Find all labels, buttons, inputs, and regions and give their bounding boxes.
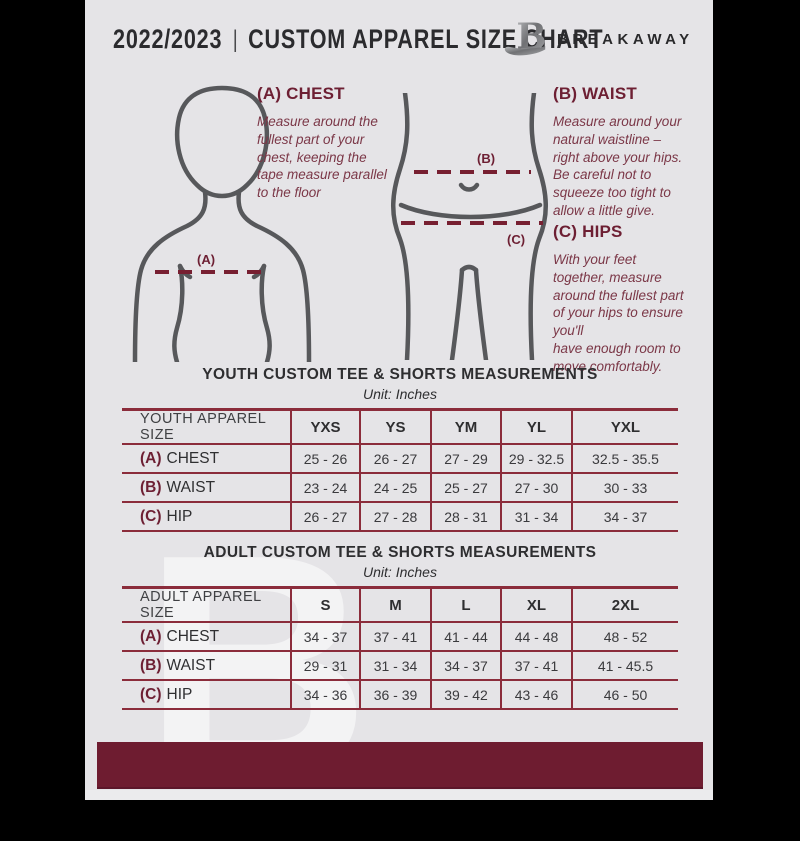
value-cell: 24 - 25 — [359, 473, 431, 503]
value-cell: 36 - 39 — [359, 680, 431, 709]
row-label: (A) CHEST — [122, 622, 291, 652]
size-col-header: YXS — [290, 409, 360, 445]
value-cell: 28 - 31 — [430, 502, 501, 531]
value-cell: 46 - 50 — [571, 680, 678, 709]
chest-instruction-heading: (A) CHEST — [257, 84, 345, 103]
value-cell: 30 - 33 — [571, 473, 678, 503]
youth-section: YOUTH CUSTOM TEE & SHORTS MEASUREMENTS U… — [122, 366, 678, 532]
value-cell: 25 - 27 — [430, 473, 501, 503]
value-cell: 23 - 24 — [290, 473, 360, 503]
size-col-header: XL — [500, 587, 572, 623]
value-cell: 34 - 37 — [430, 651, 501, 681]
value-cell: 27 - 30 — [500, 473, 572, 503]
chest-instruction: (A) CHEST Measure around the fullest par… — [257, 84, 415, 202]
hips-instruction-heading: (C) HIPS — [553, 222, 623, 241]
value-cell: 39 - 42 — [430, 680, 501, 709]
lower-body-outline-icon — [391, 93, 548, 360]
youth-waist-row: (B) WAIST 23 - 24 24 - 25 25 - 27 27 - 30… — [122, 473, 678, 503]
size-col-header: 2XL — [571, 587, 678, 623]
waist-instruction: (B) WAIST Measure around your natural wa… — [553, 84, 708, 220]
adult-chest-row: (A) CHEST 34 - 37 37 - 41 41 - 44 44 - 48… — [122, 622, 678, 652]
youth-unit-label: Unit: Inches — [363, 386, 437, 402]
size-col-header: YXL — [571, 409, 678, 445]
value-cell: 32.5 - 35.5 — [571, 444, 678, 474]
breakaway-logo-icon: B — [502, 16, 550, 60]
size-col-header: YL — [500, 409, 572, 445]
value-cell: 29 - 31 — [290, 651, 360, 681]
youth-header-row: YOUTH APPAREL SIZE YXS YS YM YL YXL — [122, 409, 678, 445]
value-cell: 34 - 36 — [290, 680, 360, 709]
header-divider: | — [232, 26, 238, 53]
footer-bar — [97, 742, 703, 789]
page-title: CUSTOM APPAREL SIZE CHART — [248, 24, 604, 54]
adult-section-title: ADULT CUSTOM TEE & SHORTS MEASUREMENTS — [203, 544, 597, 561]
size-col-header: YS — [359, 409, 431, 445]
youth-hip-row: (C) HIP 26 - 27 27 - 28 28 - 31 31 - 34 3… — [122, 502, 678, 531]
waist-measure-line — [414, 170, 531, 174]
value-cell: 37 - 41 — [359, 622, 431, 652]
value-cell: 27 - 28 — [359, 502, 431, 531]
value-cell: 29 - 32.5 — [500, 444, 572, 474]
value-cell: 34 - 37 — [290, 622, 360, 652]
hips-instruction: (C) HIPS With your feet together, measur… — [553, 222, 711, 376]
chest-measure-line — [155, 270, 270, 274]
adult-hip-row: (C) HIP 34 - 36 36 - 39 39 - 42 43 - 46 4… — [122, 680, 678, 709]
size-col-header: YM — [430, 409, 501, 445]
value-cell: 27 - 29 — [430, 444, 501, 474]
youth-size-table: YOUTH APPAREL SIZE YXS YS YM YL YXL (A) C… — [122, 408, 678, 532]
youth-size-header-label: YOUTH APPAREL SIZE — [122, 409, 291, 445]
value-cell: 41 - 44 — [430, 622, 501, 652]
size-col-header: S — [290, 587, 360, 623]
chest-instruction-body: Measure around the fullest part of your … — [257, 114, 387, 201]
row-label: (B) WAIST — [122, 651, 291, 681]
brand-name: BREAKAWAY — [557, 31, 694, 48]
row-label: (A) CHEST — [122, 444, 291, 474]
value-cell: 41 - 45.5 — [571, 651, 678, 681]
value-cell: 25 - 26 — [290, 444, 360, 474]
page-bottom-strip — [85, 790, 713, 800]
adult-waist-row: (B) WAIST 29 - 31 31 - 34 34 - 37 37 - 41… — [122, 651, 678, 681]
row-label: (B) WAIST — [122, 473, 291, 503]
adult-size-table: ADULT APPAREL SIZE S M L XL 2XL (A) CHEST… — [122, 586, 678, 710]
value-cell: 26 - 27 — [359, 444, 431, 474]
size-chart-page: 2022/2023 | CUSTOM APPAREL SIZE CHART B … — [85, 0, 713, 823]
hips-figure: (B) (C) — [381, 93, 558, 360]
hips-instruction-body: With your feet together, measure around … — [553, 252, 684, 374]
size-col-header: M — [359, 587, 431, 623]
season-year: 2022/2023 — [113, 24, 223, 54]
row-label: (C) HIP — [140, 507, 193, 525]
youth-section-title: YOUTH CUSTOM TEE & SHORTS MEASUREMENTS — [202, 366, 598, 383]
adult-size-header-label: ADULT APPAREL SIZE — [122, 587, 291, 623]
adult-header-row: ADULT APPAREL SIZE S M L XL 2XL — [122, 587, 678, 623]
value-cell: 37 - 41 — [500, 651, 572, 681]
value-cell: 26 - 27 — [290, 502, 360, 531]
chest-figure: (A) — [127, 80, 322, 362]
value-cell: 34 - 37 — [571, 502, 678, 531]
value-cell: 48 - 52 — [571, 622, 678, 652]
waist-instruction-body: Measure around your natural waistline – … — [553, 114, 683, 219]
value-cell: 31 - 34 — [359, 651, 431, 681]
value-cell: 44 - 48 — [500, 622, 572, 652]
youth-chest-row: (A) CHEST 25 - 26 26 - 27 27 - 29 29 - 32… — [122, 444, 678, 474]
row-label: (C) HIP — [140, 685, 193, 703]
waist-instruction-heading: (B) WAIST — [553, 84, 637, 103]
chest-line-label: (A) — [197, 252, 216, 267]
hips-line-label: (C) — [507, 232, 526, 247]
size-col-header: L — [430, 587, 501, 623]
value-cell: 43 - 46 — [500, 680, 572, 709]
value-cell: 31 - 34 — [500, 502, 572, 531]
adult-section: ADULT CUSTOM TEE & SHORTS MEASUREMENTS U… — [122, 544, 678, 710]
adult-unit-label: Unit: Inches — [363, 564, 437, 580]
waist-line-label: (B) — [477, 151, 496, 166]
hips-measure-line — [401, 221, 543, 225]
